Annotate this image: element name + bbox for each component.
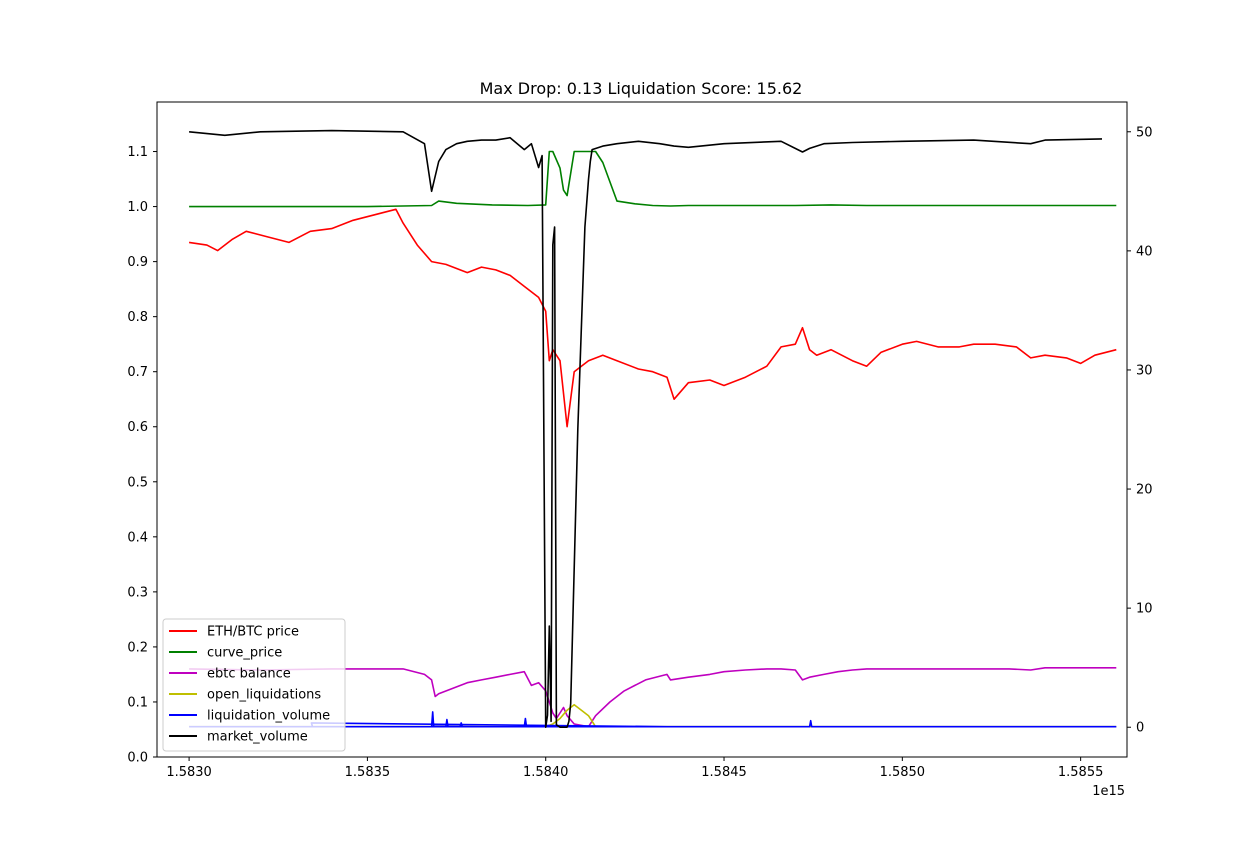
- x-tick-label: 1.5850: [880, 765, 926, 780]
- x-axis-offset-label: 1e15: [1092, 784, 1125, 799]
- series-line-market-volume: [189, 129, 1103, 729]
- x-tick-label: 1.5835: [345, 765, 391, 780]
- legend-label: ebtc balance: [207, 667, 291, 682]
- y-left-tick-label: 0.6: [127, 420, 148, 435]
- y-left-tick-label: 0.1: [127, 695, 148, 710]
- y-left-tick-label: 1.0: [127, 200, 148, 215]
- y-right-axis: 0 10 20 30 40 50: [1127, 125, 1153, 736]
- y-left-tick-label: 0.2: [127, 640, 148, 655]
- series-line-curve-price: [189, 150, 1117, 208]
- x-axis: 1.5830 1.5835 1.5840 1.5845 1.5850 1.5855: [166, 757, 1103, 780]
- y-left-tick-label: 0.0: [127, 751, 148, 766]
- y-right-tick-label: 40: [1136, 244, 1153, 259]
- y-right-tick-label: 20: [1136, 483, 1153, 498]
- plot-frame: [156, 101, 1128, 758]
- y-left-tick-label: 1.1: [127, 145, 148, 160]
- legend-label: open_liquidations: [207, 688, 321, 703]
- x-tick-label: 1.5845: [701, 765, 747, 780]
- legend-label: liquidation_volume: [207, 709, 330, 724]
- y-left-tick-label: 0.5: [127, 475, 148, 490]
- series-layer: [188, 129, 1117, 729]
- y-left-axis: 0.0 0.1 0.2 0.3 0.4 0.5 0.6 0.7 0.8 0.9 1.0 1.1: [127, 145, 157, 766]
- legend-label: ETH/BTC price: [207, 625, 299, 640]
- chart-title: Max Drop: 0.13 Liquidation Score: 15.62: [480, 79, 803, 98]
- y-right-tick-label: 0: [1136, 721, 1144, 736]
- y-right-tick-label: 50: [1136, 125, 1153, 140]
- y-right-tick-label: 30: [1136, 363, 1153, 378]
- legend-label: market_volume: [207, 730, 308, 745]
- y-left-tick-label: 0.8: [127, 310, 148, 325]
- series-line-ebtc-balance: [189, 666, 1117, 728]
- legend-label: curve_price: [207, 646, 282, 661]
- x-tick-label: 1.5840: [523, 765, 569, 780]
- y-left-tick-label: 0.3: [127, 585, 148, 600]
- y-left-tick-label: 0.4: [127, 530, 148, 545]
- y-left-tick-label: 0.9: [127, 255, 148, 270]
- y-left-tick-label: 0.7: [127, 365, 148, 380]
- x-tick-label: 1.5855: [1058, 765, 1104, 780]
- y-right-tick-label: 10: [1136, 602, 1153, 617]
- series-line-eth-btc-price: [188, 208, 1117, 428]
- x-tick-label: 1.5830: [166, 765, 212, 780]
- legend-box: [162, 618, 346, 752]
- series-line-liquidation-volume: [189, 711, 1117, 728]
